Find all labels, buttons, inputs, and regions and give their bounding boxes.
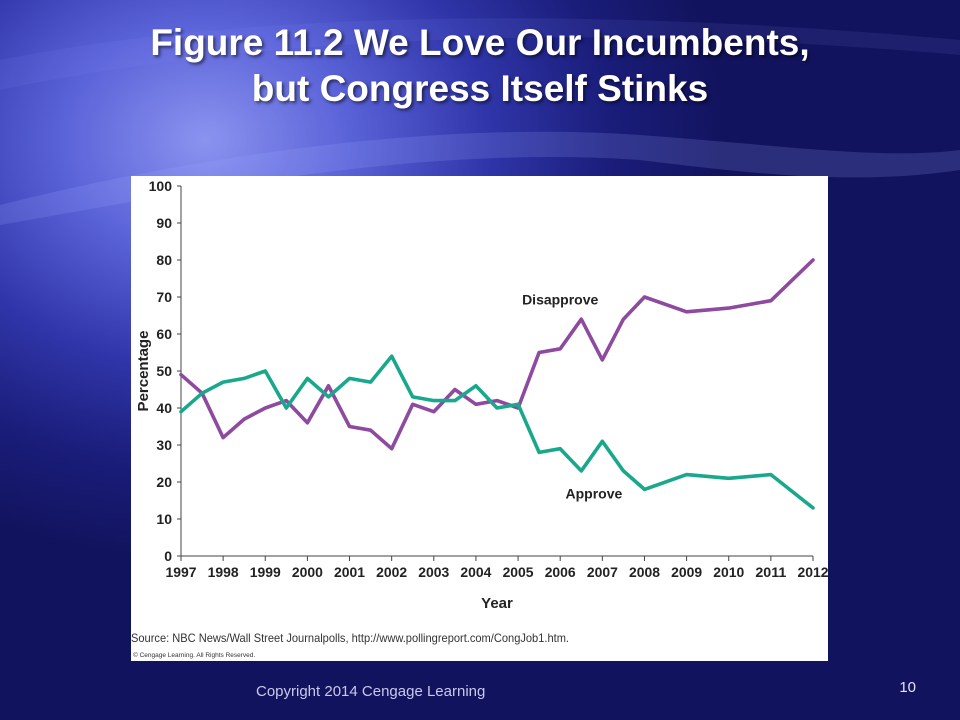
x-tick-label: 2004 bbox=[460, 564, 491, 580]
slide-title: Figure 11.2 We Love Our Incumbents, but … bbox=[0, 20, 960, 112]
copyright-footer: Copyright 2014 Cengage Learning bbox=[256, 683, 486, 700]
x-tick-label: 1998 bbox=[208, 564, 239, 580]
x-tick-label: 2012 bbox=[798, 564, 829, 580]
y-tick-label: 0 bbox=[164, 548, 172, 564]
x-tick-label: 2010 bbox=[713, 564, 744, 580]
y-tick-label: 50 bbox=[156, 363, 172, 379]
x-tick-label: 2005 bbox=[503, 564, 534, 580]
x-tick-label: 2009 bbox=[671, 564, 702, 580]
y-tick-label: 60 bbox=[156, 326, 172, 342]
chart-source: Source: NBC News/Wall Street Journalpoll… bbox=[131, 631, 569, 645]
x-tick-label: 2006 bbox=[545, 564, 576, 580]
y-tick-label: 90 bbox=[156, 215, 172, 231]
y-tick-label: 20 bbox=[156, 474, 172, 490]
x-tick-label: 2003 bbox=[418, 564, 449, 580]
series-label-disapprove: Disapprove bbox=[522, 291, 598, 307]
slide-title-line-1: Figure 11.2 We Love Our Incumbents, bbox=[150, 22, 810, 63]
x-tick-label: 1999 bbox=[250, 564, 281, 580]
y-tick-label: 30 bbox=[156, 437, 172, 453]
y-tick-label: 80 bbox=[156, 252, 172, 268]
y-tick-label: 70 bbox=[156, 289, 172, 305]
page-number: 10 bbox=[899, 679, 916, 696]
y-tick-label: 100 bbox=[149, 178, 173, 194]
y-tick-label: 10 bbox=[156, 511, 172, 527]
x-tick-label: 2002 bbox=[376, 564, 407, 580]
y-tick-label: 40 bbox=[156, 400, 172, 416]
series-label-approve: Approve bbox=[566, 486, 623, 502]
x-tick-label: 2011 bbox=[755, 564, 786, 580]
x-tick-label: 1997 bbox=[166, 564, 197, 580]
chart-copyright: © Cengage Learning. All Rights Reserved. bbox=[133, 651, 255, 659]
y-axis-title: Percentage bbox=[135, 331, 152, 412]
chart-panel: 0 10 20 30 40 50 60 70 80 90 100 1997 1998 1999 2000 20… bbox=[131, 176, 828, 661]
line-chart: 0 10 20 30 40 50 60 70 80 90 100 1997 1998 1999 2000 20… bbox=[131, 178, 829, 659]
x-tick-label: 2007 bbox=[587, 564, 618, 580]
x-axis-title: Year bbox=[481, 595, 513, 612]
series-line-disapprove bbox=[179, 258, 815, 451]
series-line-approve bbox=[179, 354, 815, 510]
x-tick-label: 2008 bbox=[629, 564, 660, 580]
slide-title-line-2: but Congress Itself Stinks bbox=[251, 68, 709, 109]
x-tick-label: 2001 bbox=[334, 564, 365, 580]
x-tick-label: 2000 bbox=[292, 564, 323, 580]
